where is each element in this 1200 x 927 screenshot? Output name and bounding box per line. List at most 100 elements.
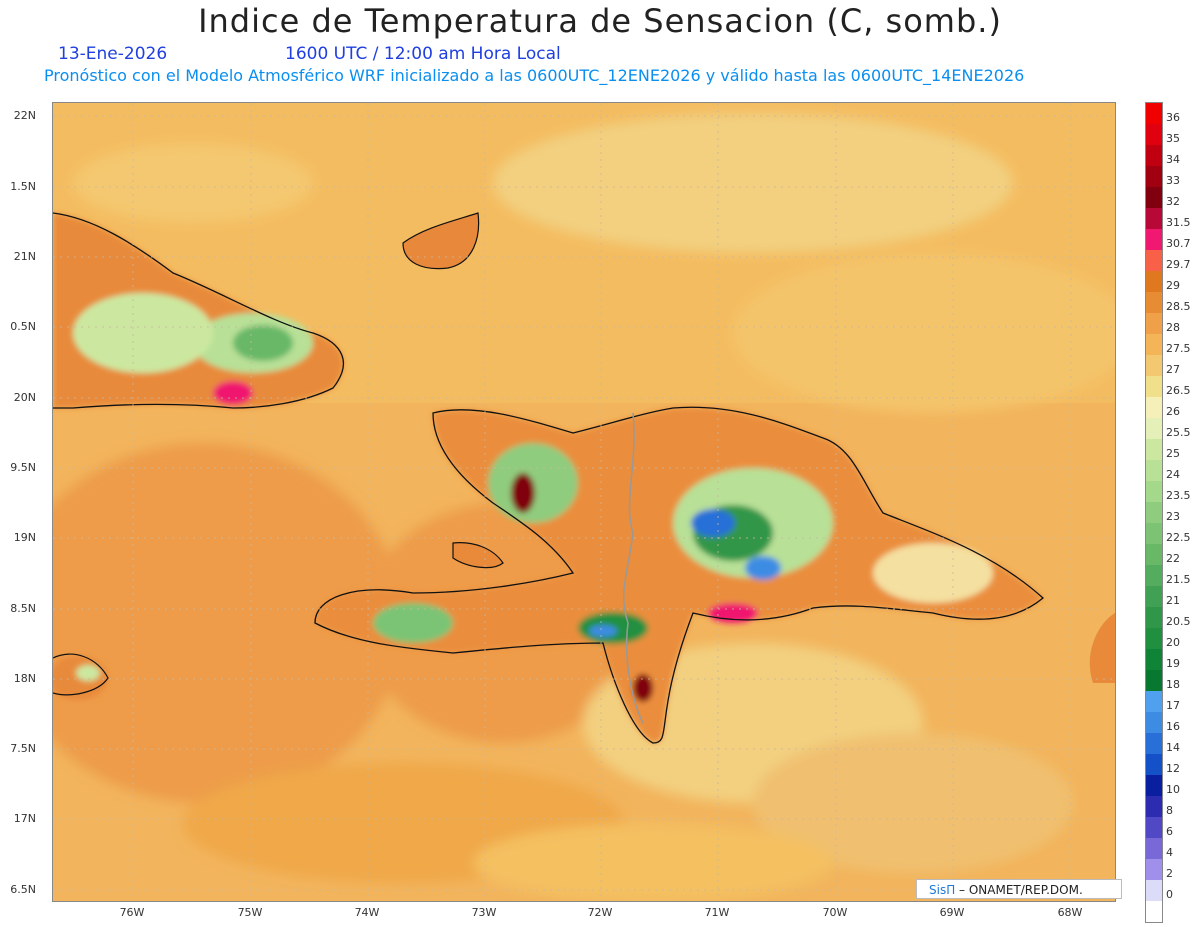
lon-label-72w: 72W bbox=[587, 906, 613, 919]
color-scale-cell bbox=[1146, 124, 1162, 145]
color-scale-label: 12 bbox=[1166, 761, 1180, 775]
color-scale-label: 33 bbox=[1166, 173, 1180, 187]
color-scale-label: 25 bbox=[1166, 446, 1180, 460]
color-scale-cell bbox=[1146, 145, 1162, 166]
map-title: Indice de Temperatura de Sensacion (C, s… bbox=[198, 2, 1002, 40]
color-scale-label: 27 bbox=[1166, 362, 1180, 376]
lon-label-69w: 69W bbox=[939, 906, 965, 919]
color-scale-cell bbox=[1146, 838, 1162, 859]
lat-label-20n: 20N bbox=[13, 391, 36, 404]
color-scale-label: 22.5 bbox=[1166, 530, 1191, 544]
lat-label-16-5n: 6.5N bbox=[10, 883, 36, 896]
color-scale-cell bbox=[1146, 250, 1162, 271]
lon-label-76w: 76W bbox=[119, 906, 145, 919]
color-scale-cell bbox=[1146, 712, 1162, 733]
color-scale-cell bbox=[1146, 187, 1162, 208]
color-scale-label: 30.7 bbox=[1166, 236, 1191, 250]
color-scale-cell bbox=[1146, 166, 1162, 187]
color-scale-label: 25.5 bbox=[1166, 425, 1191, 439]
lon-label-73w: 73W bbox=[471, 906, 497, 919]
color-scale-label: 22 bbox=[1166, 551, 1180, 565]
lat-label-17-5n: 7.5N bbox=[10, 742, 36, 755]
forecast-date: 13-Ene-2026 bbox=[58, 44, 168, 64]
color-scale-cell bbox=[1146, 775, 1162, 796]
color-scale-label: 26 bbox=[1166, 404, 1180, 418]
color-scale-cell bbox=[1146, 817, 1162, 838]
color-scale-cell bbox=[1146, 628, 1162, 649]
color-scale-label: 19 bbox=[1166, 656, 1180, 670]
color-scale-label: 8 bbox=[1166, 803, 1173, 817]
color-scale-label: 24 bbox=[1166, 467, 1180, 481]
color-scale-cell bbox=[1146, 880, 1162, 901]
lat-label-17n: 17N bbox=[13, 812, 36, 825]
color-scale-label: 35 bbox=[1166, 131, 1180, 145]
color-scale-cell bbox=[1146, 376, 1162, 397]
color-scale-label: 23.5 bbox=[1166, 488, 1191, 502]
color-scale-cell bbox=[1146, 271, 1162, 292]
color-scale-cell bbox=[1146, 796, 1162, 817]
color-scale-cell bbox=[1146, 586, 1162, 607]
color-scale-label: 36 bbox=[1166, 110, 1180, 124]
lat-label-19n: 19N bbox=[13, 531, 36, 544]
lon-label-68w: 68W bbox=[1057, 906, 1083, 919]
color-scale-label: 28.5 bbox=[1166, 299, 1191, 313]
color-scale-label: 32 bbox=[1166, 194, 1180, 208]
color-scale-label: 0 bbox=[1166, 887, 1173, 901]
map-canvas bbox=[53, 103, 1115, 901]
color-scale-cell bbox=[1146, 754, 1162, 775]
color-scale-cell bbox=[1146, 418, 1162, 439]
color-scale-cell bbox=[1146, 481, 1162, 502]
color-scale-cell bbox=[1146, 670, 1162, 691]
color-scale-label: 16 bbox=[1166, 719, 1180, 733]
color-scale-cell bbox=[1146, 649, 1162, 670]
color-scale-cell bbox=[1146, 733, 1162, 754]
color-scale-label: 18 bbox=[1166, 677, 1180, 691]
lon-label-75w: 75W bbox=[237, 906, 263, 919]
color-scale-label: 29 bbox=[1166, 278, 1180, 292]
color-scale-label: 21.5 bbox=[1166, 572, 1191, 586]
heat-index-map bbox=[52, 102, 1116, 902]
lat-label-20-5n: 0.5N bbox=[10, 320, 36, 333]
color-scale-cell bbox=[1146, 397, 1162, 418]
lat-label-19-5n: 9.5N bbox=[10, 461, 36, 474]
color-scale-label: 6 bbox=[1166, 824, 1173, 838]
color-scale-cell bbox=[1146, 544, 1162, 565]
color-scale-cell bbox=[1146, 292, 1162, 313]
credit-box: SisΠ – ONAMET/REP.DOM. bbox=[916, 879, 1122, 899]
color-scale-cell bbox=[1146, 901, 1162, 922]
lon-label-71w: 71W bbox=[704, 906, 730, 919]
color-scale-cell bbox=[1146, 103, 1162, 124]
color-scale-label: 20 bbox=[1166, 635, 1180, 649]
color-scale-label: 27.5 bbox=[1166, 341, 1191, 355]
lat-label-21n: 21N bbox=[13, 250, 36, 263]
color-scale-cell bbox=[1146, 229, 1162, 250]
color-scale-label: 23 bbox=[1166, 509, 1180, 523]
color-scale-bar bbox=[1145, 102, 1163, 923]
color-scale-label: 4 bbox=[1166, 845, 1173, 859]
color-scale-cell bbox=[1146, 313, 1162, 334]
color-scale-cell bbox=[1146, 607, 1162, 628]
color-scale-cell bbox=[1146, 691, 1162, 712]
color-scale-label: 10 bbox=[1166, 782, 1180, 796]
lon-label-70w: 70W bbox=[822, 906, 848, 919]
color-scale-label: 20.5 bbox=[1166, 614, 1191, 628]
color-scale-cell bbox=[1146, 859, 1162, 880]
color-scale-label: 21 bbox=[1166, 593, 1180, 607]
color-scale-label: 31.5 bbox=[1166, 215, 1191, 229]
lon-label-74w: 74W bbox=[354, 906, 380, 919]
color-scale-label: 17 bbox=[1166, 698, 1180, 712]
lat-label-22n: 22N bbox=[13, 109, 36, 122]
color-scale-label: 34 bbox=[1166, 152, 1180, 166]
color-scale-cell bbox=[1146, 502, 1162, 523]
color-scale-cell bbox=[1146, 460, 1162, 481]
color-scale-cell bbox=[1146, 565, 1162, 586]
color-scale-label: 2 bbox=[1166, 866, 1173, 880]
credit-brand: SisΠ bbox=[929, 883, 956, 897]
lat-label-18n: 18N bbox=[13, 672, 36, 685]
color-scale-cell bbox=[1146, 208, 1162, 229]
color-scale-label: 28 bbox=[1166, 320, 1180, 334]
color-scale-cell bbox=[1146, 355, 1162, 376]
color-scale-cell bbox=[1146, 334, 1162, 355]
color-scale-label: 26.5 bbox=[1166, 383, 1191, 397]
color-scale-cell bbox=[1146, 523, 1162, 544]
